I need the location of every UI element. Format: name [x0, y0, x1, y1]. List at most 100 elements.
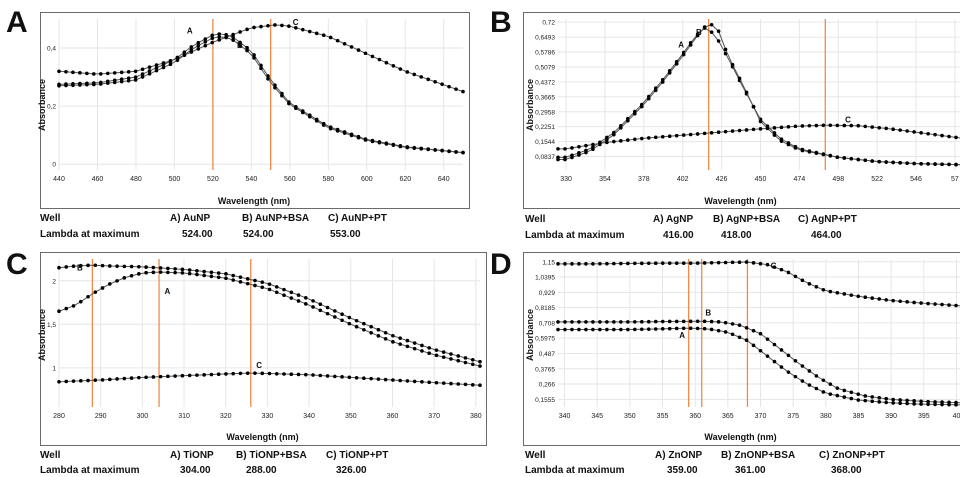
data-point: [765, 354, 770, 358]
data-point: [447, 149, 451, 154]
data-point: [245, 27, 249, 32]
y-tick-label: 0,1555: [535, 397, 555, 404]
data-point: [570, 327, 574, 332]
y-tick-label: 2: [52, 278, 56, 285]
data-point: [591, 320, 595, 324]
chart-svg: 1 1,5 2 280 290 300 310 320 330 340 350 360 370 380 A B…: [47, 259, 482, 420]
data-point: [140, 72, 145, 76]
data-point: [793, 146, 798, 150]
data-point: [98, 82, 103, 86]
data-point: [333, 309, 337, 313]
data-point: [793, 358, 798, 363]
data-point: [252, 25, 256, 30]
data-point: [391, 64, 396, 68]
data-point: [449, 357, 453, 361]
data-point: [122, 276, 127, 280]
y-axis-label: Absorbance: [525, 79, 535, 132]
data-point: [238, 43, 242, 48]
y-tick-label: 0,72: [542, 20, 555, 27]
data-point: [412, 146, 417, 150]
data-point: [877, 297, 882, 301]
data-point: [108, 282, 112, 286]
data-point: [884, 396, 888, 401]
data-point: [940, 133, 944, 138]
data-point: [86, 263, 90, 268]
data-point: [626, 327, 630, 332]
data-point: [100, 286, 105, 290]
well-row: Well A) TiONP B) TiONP+BSA C) TiONP+PT: [40, 450, 480, 462]
data-point: [570, 146, 574, 150]
data-point: [856, 123, 861, 128]
data-point: [296, 299, 301, 303]
data-point: [478, 359, 482, 364]
data-point: [605, 140, 609, 145]
data-point: [619, 261, 623, 266]
data-point: [282, 287, 286, 292]
data-point: [702, 319, 707, 324]
data-point: [311, 299, 315, 303]
data-point: [362, 321, 366, 326]
curve-label: B: [696, 28, 702, 37]
data-point: [577, 262, 581, 266]
data-point: [814, 151, 819, 155]
data-point: [456, 358, 461, 363]
data-point: [891, 127, 895, 132]
data-point: [321, 33, 326, 37]
data-point: [78, 299, 83, 304]
data-point: [821, 390, 826, 394]
data-point: [898, 299, 902, 304]
data-point: [828, 382, 833, 386]
data-point: [681, 133, 686, 137]
data-point: [287, 24, 291, 28]
data-point: [64, 83, 68, 88]
data-point: [584, 327, 588, 332]
data-point: [674, 326, 679, 331]
data-point: [427, 380, 431, 385]
data-point: [216, 372, 221, 377]
data-point: [328, 35, 333, 40]
data-point: [273, 23, 277, 27]
data-point: [461, 150, 465, 155]
data-point: [891, 298, 895, 303]
y-tick-label: 0,2251: [535, 124, 555, 131]
data-point: [147, 65, 152, 69]
data-point: [835, 155, 840, 159]
data-point: [598, 320, 602, 324]
data-point: [224, 32, 228, 37]
data-point: [321, 123, 326, 127]
data-point: [333, 374, 337, 379]
data-point: [835, 393, 840, 398]
data-point: [115, 279, 119, 283]
data-point: [619, 126, 623, 130]
data-point: [434, 353, 439, 358]
data-point: [744, 338, 749, 343]
data-point: [912, 300, 916, 305]
data-point: [189, 50, 194, 54]
x-tick-label: 350: [624, 413, 636, 420]
data-point: [231, 38, 235, 42]
well-label: Well: [525, 450, 546, 461]
data-point: [758, 348, 763, 353]
data-point: [119, 79, 124, 84]
data-point: [238, 30, 242, 34]
data-point: [238, 280, 243, 284]
data-point: [180, 373, 185, 378]
data-point: [325, 305, 330, 310]
data-point: [427, 351, 431, 356]
data-point: [383, 337, 388, 341]
data-point: [64, 69, 68, 74]
data-point: [369, 324, 373, 329]
data-point: [800, 278, 805, 283]
data-point: [420, 380, 424, 384]
data-point: [328, 126, 333, 131]
data-point: [238, 40, 242, 45]
data-point: [695, 261, 700, 265]
data-point: [369, 330, 373, 335]
data-point: [933, 162, 937, 166]
y-tick-label: 0,5975: [535, 336, 555, 343]
y-tick-label: 0,3765: [535, 366, 555, 373]
data-point: [758, 331, 763, 336]
data-point: [210, 40, 215, 45]
y-tick-label: 0,2: [47, 104, 56, 111]
data-point: [195, 272, 199, 277]
